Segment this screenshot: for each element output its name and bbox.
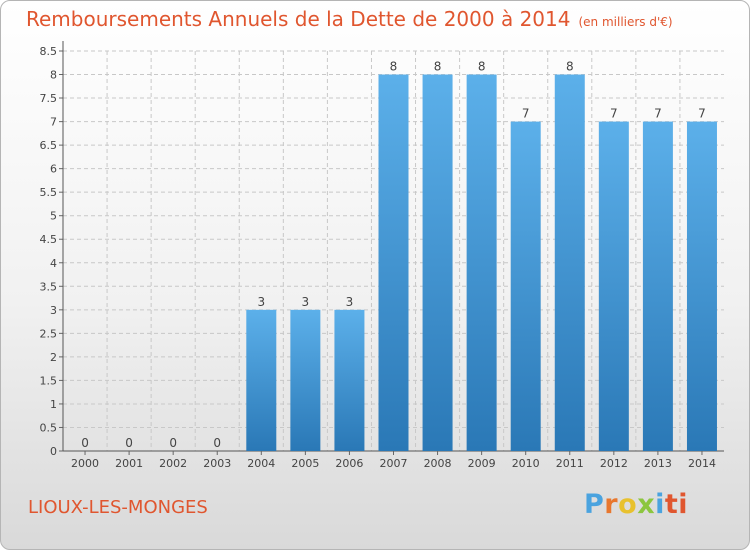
x-tick-label: 2014 bbox=[688, 457, 716, 470]
x-tick-label: 2005 bbox=[291, 457, 319, 470]
bar bbox=[554, 74, 585, 451]
y-tick-label: 8.5 bbox=[40, 45, 58, 58]
y-tick-labels: 0 0.5 1 1.5 2 2.5 3 3.5 4 4.5 5 5.5 6 6.5 7 7.5 8 8.5 bbox=[40, 45, 58, 458]
data-label: 3 bbox=[302, 295, 310, 309]
x-tick-label: 2002 bbox=[159, 457, 187, 470]
bar bbox=[378, 74, 409, 451]
x-tick-label: 2012 bbox=[600, 457, 628, 470]
bar bbox=[246, 309, 277, 451]
y-tick-label: 1.5 bbox=[40, 374, 58, 387]
x-tick-label: 2006 bbox=[335, 457, 363, 470]
data-label: 8 bbox=[390, 60, 398, 74]
y-tick-label: 3 bbox=[50, 304, 57, 317]
logo-letter: o bbox=[618, 489, 638, 520]
y-tick-label: 8 bbox=[50, 69, 57, 82]
x-tick-label: 2009 bbox=[468, 457, 496, 470]
chart-title: Remboursements Annuels de la Dette de 20… bbox=[26, 7, 673, 31]
chart-unit-label: (en milliers d'€) bbox=[578, 15, 673, 29]
y-tick-label: 0 bbox=[50, 445, 57, 458]
y-tick-label: 0.5 bbox=[40, 421, 58, 434]
data-label: 0 bbox=[125, 436, 133, 450]
bar bbox=[642, 121, 673, 452]
x-tick-label: 2011 bbox=[556, 457, 584, 470]
bar bbox=[334, 309, 365, 451]
data-label: 0 bbox=[81, 436, 89, 450]
data-label: 3 bbox=[346, 295, 354, 309]
logo-letter: P bbox=[584, 489, 605, 520]
bars bbox=[246, 74, 717, 452]
x-tick-label: 2001 bbox=[115, 457, 143, 470]
bar bbox=[290, 309, 321, 451]
y-tick-label: 6.5 bbox=[40, 139, 58, 152]
y-tick-label: 6 bbox=[50, 163, 57, 176]
x-tick-label: 2013 bbox=[644, 457, 672, 470]
y-tick-label: 5.5 bbox=[40, 186, 58, 199]
y-tick-label: 5 bbox=[50, 210, 57, 223]
chart-title-main: Remboursements Annuels de la Dette de 20… bbox=[26, 7, 571, 31]
y-tick-label: 4 bbox=[50, 257, 57, 270]
bar bbox=[598, 121, 629, 452]
data-label: 8 bbox=[478, 60, 486, 74]
logo-letter: x bbox=[637, 489, 656, 520]
x-tick-label: 2000 bbox=[71, 457, 99, 470]
data-label: 7 bbox=[698, 107, 706, 121]
data-labels: 0 0 0 0 3 3 3 8 8 8 7 8 7 7 7 bbox=[81, 60, 706, 450]
logo-letter: i bbox=[655, 489, 665, 520]
x-tick-label: 2010 bbox=[512, 457, 540, 470]
data-label: 7 bbox=[522, 107, 530, 121]
commune-name: LIOUX-LES-MONGES bbox=[28, 497, 208, 518]
data-label: 8 bbox=[434, 60, 442, 74]
y-tick-label: 3.5 bbox=[40, 280, 58, 293]
data-label: 3 bbox=[257, 295, 265, 309]
data-label: 0 bbox=[213, 436, 221, 450]
bar bbox=[510, 121, 541, 452]
y-tick-label: 7.5 bbox=[40, 92, 58, 105]
data-label: 7 bbox=[610, 107, 618, 121]
bar bbox=[422, 74, 453, 451]
x-tick-label: 2003 bbox=[203, 457, 231, 470]
y-tick-label: 1 bbox=[50, 398, 57, 411]
bar bbox=[466, 74, 497, 451]
x-tick-label: 2004 bbox=[247, 457, 275, 470]
data-label: 0 bbox=[169, 436, 177, 450]
logo-letter: ti bbox=[664, 489, 689, 520]
data-label: 7 bbox=[654, 107, 662, 121]
y-tick-label: 7 bbox=[50, 116, 57, 129]
x-tick-label: 2008 bbox=[424, 457, 452, 470]
y-tick-label: 4.5 bbox=[40, 233, 58, 246]
proxiti-logo: Proxiti bbox=[584, 489, 688, 520]
x-tick-labels: 2000 2001 2002 2003 2004 2005 2006 2007 2008 2009… bbox=[71, 457, 716, 470]
logo-letter: r bbox=[604, 489, 619, 520]
data-label: 8 bbox=[566, 60, 574, 74]
x-tick-label: 2007 bbox=[380, 457, 408, 470]
y-tick-label: 2 bbox=[50, 351, 57, 364]
y-tick-label: 2.5 bbox=[40, 327, 58, 340]
bar bbox=[686, 121, 717, 452]
